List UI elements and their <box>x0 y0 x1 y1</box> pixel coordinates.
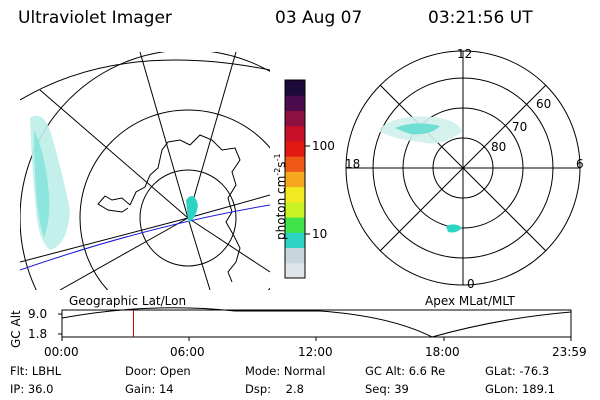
lat-label-80: 80 <box>491 140 507 154</box>
instrument-title: Ultraviolet Imager <box>18 8 172 28</box>
timeline-frame <box>61 309 572 338</box>
mlt-diagonal <box>379 84 547 252</box>
colorbar-unit-label: photon cm-2s-1 <box>273 153 288 240</box>
meridian-line <box>187 217 211 290</box>
field-flt: Flt: LBHL <box>10 364 62 378</box>
meridian-line <box>59 217 189 290</box>
colorbar-segment <box>285 171 305 188</box>
colorbar <box>285 80 305 279</box>
colorbar-tick-label: 10 <box>312 227 328 241</box>
mlt-label-18: 18 <box>345 157 361 171</box>
lat-label-60: 60 <box>536 97 552 111</box>
latitude-circle <box>79 109 270 290</box>
field-glon: GLon: 189.1 <box>485 382 555 396</box>
colorbar-segment <box>285 125 305 142</box>
colorbar-segment <box>285 247 305 264</box>
mlt-polar-plot <box>345 50 581 286</box>
meridian-line <box>139 52 189 219</box>
aurora-oval <box>380 116 462 233</box>
field-door: Door: Open <box>125 364 191 378</box>
colorbar-frame <box>284 79 306 279</box>
date-label: 03 Aug 07 <box>275 8 363 28</box>
colorbar-segment <box>285 140 305 157</box>
time-label: 03:21:56 UT <box>428 8 533 28</box>
timeline-x-tick: 12:00 <box>298 345 333 359</box>
aurora-emission <box>30 115 198 250</box>
mlt-label-0: 0 <box>467 277 475 291</box>
meridian-line <box>187 217 270 273</box>
field-gc-alt: GC Alt: 6.6 Re <box>365 364 446 378</box>
colorbar-segment <box>285 156 305 172</box>
left-projection-label: Geographic Lat/Lon <box>69 294 187 308</box>
colorbar-segment <box>285 232 305 249</box>
mlt-label-6: 6 <box>576 157 584 171</box>
field-gain: Gain: 14 <box>125 382 174 396</box>
meridian-line <box>20 217 189 263</box>
field-dsp: Dsp: 2.8 <box>245 382 304 396</box>
meridian-line <box>39 89 189 219</box>
field-seq: Seq: 39 <box>365 382 409 396</box>
colorbar-segment <box>285 186 305 203</box>
timeline-axis-title: GC Alt <box>9 310 23 348</box>
terminator-line <box>20 204 270 271</box>
map-boundary <box>20 59 270 101</box>
timeline-y-tick: 9.0 <box>28 307 48 321</box>
field-glat: GLat: -76.3 <box>485 364 550 378</box>
coastline <box>129 134 241 283</box>
timeline-x-tick: 00:00 <box>44 345 79 359</box>
colorbar-segment <box>285 201 305 218</box>
mlt-label-12: 12 <box>457 47 473 61</box>
colorbar-segment <box>285 80 305 96</box>
colorbar-segment <box>285 217 305 233</box>
colorbar-segment <box>285 262 305 279</box>
colorbar-segment <box>285 95 305 111</box>
field-mode: Mode: Normal <box>245 364 326 378</box>
latitude-circle <box>139 169 237 267</box>
right-projection-label: Apex MLat/MLT <box>425 294 515 308</box>
meridian-line <box>187 194 270 219</box>
coastline <box>97 195 131 213</box>
colorbar-tick-label: 100 <box>312 139 335 153</box>
timeline-x-tick: 23:59 <box>552 345 587 359</box>
timeline-x-tick: 06:00 <box>170 345 205 359</box>
timeline-y-tick: 1.8 <box>28 327 48 341</box>
altitude-curve <box>61 307 572 338</box>
colorbar-segment <box>285 110 305 127</box>
timeline-ticks <box>58 313 572 341</box>
timeline-x-tick: 18:00 <box>425 345 460 359</box>
meridian-line <box>187 52 237 219</box>
field-ip: IP: 36.0 <box>10 382 54 396</box>
lat-label-70: 70 <box>512 120 528 134</box>
